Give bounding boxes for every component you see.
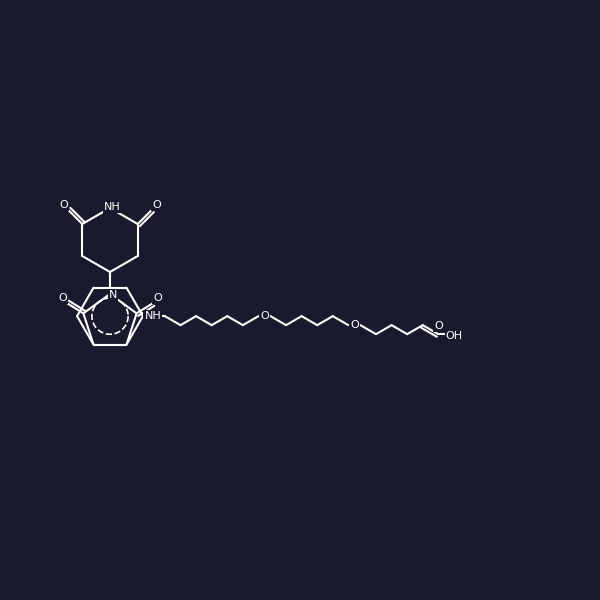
Text: O: O: [59, 200, 68, 210]
Text: NH: NH: [145, 311, 161, 321]
Text: O: O: [58, 293, 67, 304]
Text: O: O: [153, 293, 162, 304]
Text: NH: NH: [104, 202, 121, 212]
Text: O: O: [260, 311, 269, 321]
Text: O: O: [152, 200, 161, 210]
Text: O: O: [350, 320, 359, 330]
Text: O: O: [434, 321, 443, 331]
Text: OH: OH: [446, 331, 463, 341]
Text: N: N: [109, 290, 117, 300]
